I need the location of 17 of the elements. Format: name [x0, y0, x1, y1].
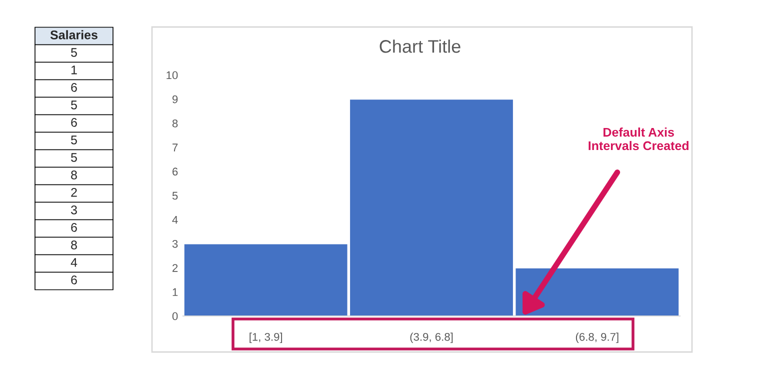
y-tick-label: 4 [172, 216, 178, 224]
x-tick-label: (6.8, 9.7] [576, 332, 618, 344]
text: Salaries 5 1 6 5 6 5 5 8 2 3 6 8 4 6 [50, 30, 98, 284]
y-tick-label: 8 [172, 119, 178, 128]
y-tick-label: 0 [172, 312, 178, 320]
y-tick-label: 2 [172, 264, 178, 272]
y-tick-label: 7 [172, 144, 178, 152]
x-tick-label: (3.9, 6.8] [410, 332, 453, 344]
chart-title: Chart Title [380, 40, 460, 53]
y-tick-label: 10 [166, 71, 178, 80]
y-tick-label: 3 [172, 240, 178, 248]
y-tick-label: 5 [172, 192, 178, 200]
y-tick-label: 1 [172, 288, 178, 296]
y-tick-label: 9 [172, 95, 178, 104]
x-tick-label: [1, 3.9] [250, 332, 282, 344]
annotation: Default Axis Intervals Created [588, 128, 688, 150]
y-tick-label: 6 [172, 168, 178, 176]
